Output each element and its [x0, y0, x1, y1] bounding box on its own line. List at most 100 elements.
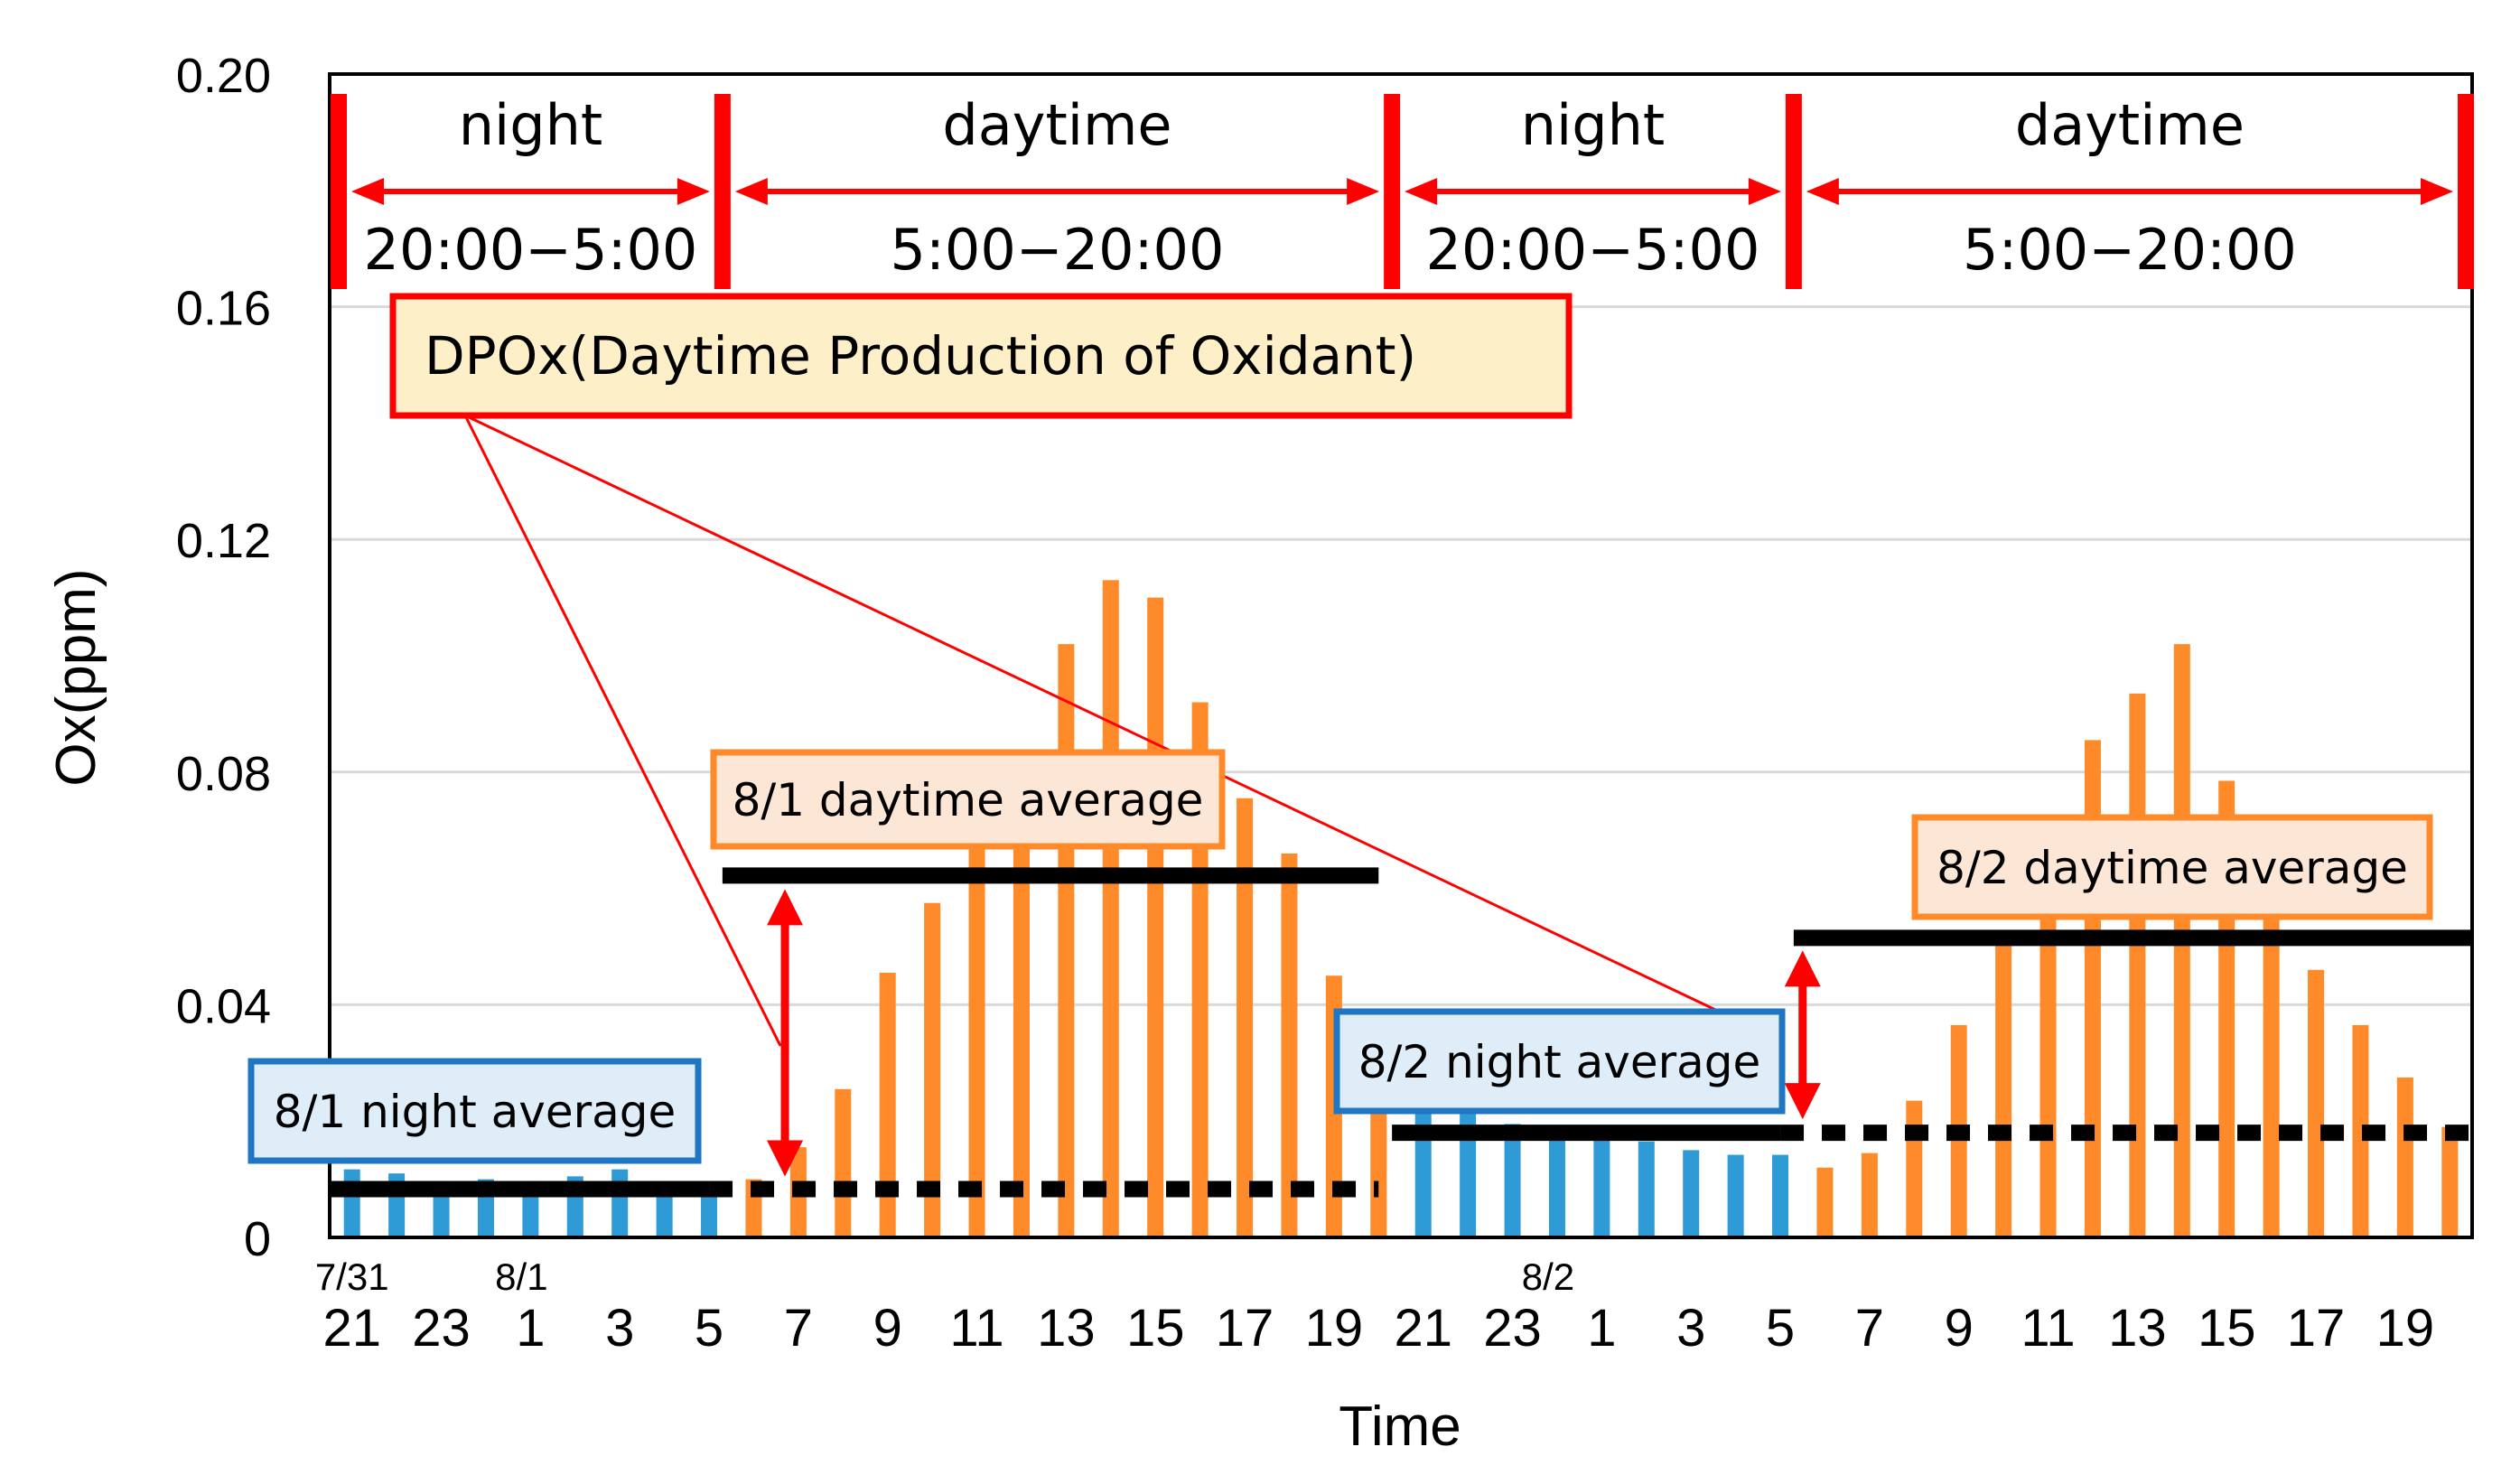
period-arrowhead: [351, 178, 384, 205]
average-label-box: [1911, 814, 2433, 920]
bar-daytime: [1013, 769, 1030, 1237]
date-label: 8/2: [1522, 1255, 1574, 1298]
x-axis-label: Time: [1339, 1395, 1461, 1458]
bar-daytime: [1995, 943, 2012, 1237]
x-tick-label: 17: [1216, 1299, 1274, 1358]
average-label: 8/2 daytime average: [1937, 842, 2408, 894]
period-arrowhead: [734, 178, 768, 205]
bar-daytime: [1058, 644, 1075, 1237]
average-lines: [330, 867, 2472, 1198]
y-tick-label: 0.04: [176, 979, 271, 1033]
dpox-annotation: DPOx(Daytime Production of Oxidant): [389, 293, 1821, 1177]
period-time: 5:00−20:00: [1963, 217, 2297, 283]
x-tick-labels: 21 23 1 3 5 7 9 11 13 15 17 19 21 23 1 3 5 7 9 11 13 15 17 197/…: [315, 1255, 2434, 1358]
period-arrowhead: [1748, 178, 1781, 205]
period-boundary: [331, 94, 347, 289]
bar-night: [343, 1169, 360, 1237]
period-name: night: [1521, 92, 1665, 158]
bar-daytime: [1102, 580, 1119, 1237]
x-tick-label: 19: [1305, 1299, 1364, 1358]
x-tick-label: 21: [1394, 1299, 1452, 1358]
average-label: 8/1 night average: [274, 1086, 677, 1138]
period-boundary: [714, 94, 731, 289]
bar-daytime: [1906, 1100, 1923, 1237]
x-tick-label: 23: [1483, 1299, 1542, 1358]
period-arrowhead: [2421, 178, 2453, 205]
bar-night: [1548, 1127, 1565, 1237]
x-tick-label: 3: [605, 1299, 634, 1358]
bar-daytime: [2308, 969, 2325, 1237]
average-label: 8/1 daytime average: [733, 774, 1204, 826]
bar-night: [1683, 1150, 1700, 1237]
x-tick-label: 9: [1945, 1299, 1974, 1358]
x-tick-label: 5: [1766, 1299, 1795, 1358]
average-label: 8/2 night average: [1358, 1036, 1761, 1088]
x-tick-label: 19: [2376, 1299, 2435, 1358]
dpox-label: DPOx(Daytime Production of Oxidant): [425, 325, 1416, 387]
period-time: 20:00−5:00: [1426, 217, 1760, 283]
x-tick-label: 17: [2287, 1299, 2346, 1358]
period-boundary: [1384, 94, 1401, 289]
period-markers: night 20:00−5:00 daytime 5:00−20:00 night 20:…: [331, 92, 2474, 289]
plot-frame: [328, 72, 2474, 1239]
bar-daytime: [1370, 1092, 1387, 1237]
period-boundary: [2458, 94, 2474, 289]
period-name: daytime: [942, 92, 1171, 158]
x-tick-label: 11: [2021, 1299, 2075, 1358]
bar-daytime: [968, 838, 985, 1237]
bar-night: [1638, 1141, 1655, 1237]
x-tick-label: 5: [695, 1299, 723, 1358]
dpox-box: [389, 293, 1573, 419]
bar-daytime: [2396, 1077, 2413, 1237]
y-axis-label: Ox(ppm): [45, 568, 107, 786]
bar-daytime: [924, 902, 941, 1237]
y-tick-labels: 0 0.04 0.08 0.12 0.16 0.20: [176, 49, 271, 1266]
bar-night: [433, 1186, 450, 1237]
bar-daytime: [2441, 1126, 2459, 1237]
period-boundary: [1785, 94, 1802, 289]
average-label-box: [710, 749, 1226, 850]
x-tick-label: 15: [1126, 1299, 1185, 1358]
period-name: night: [459, 92, 602, 158]
bar-night: [1414, 1103, 1432, 1237]
dpox-arrow: [1784, 950, 1821, 1120]
x-tick-label: 7: [1855, 1299, 1884, 1358]
dpox-pointer-line: [463, 415, 782, 1047]
bar-night: [1727, 1154, 1744, 1237]
bar-daytime: [2129, 693, 2146, 1237]
bar-daytime: [2352, 1024, 2369, 1237]
x-tick-label: 13: [1037, 1299, 1096, 1358]
bar-night: [611, 1169, 629, 1237]
y-tick-label: 0: [244, 1212, 271, 1266]
bar-night: [1504, 1124, 1521, 1237]
x-tick-label: 7: [784, 1299, 813, 1358]
period-time: 20:00−5:00: [364, 217, 698, 283]
x-tick-label: 9: [873, 1299, 902, 1358]
y-tick-label: 0.12: [176, 514, 271, 568]
dpox-pointer-line: [464, 414, 1781, 1042]
x-tick-label: 23: [412, 1299, 471, 1358]
bar-night: [1460, 1114, 1477, 1237]
period-arrowhead: [677, 178, 710, 205]
x-tick-label: 11: [949, 1299, 1003, 1358]
period-arrowhead: [1405, 178, 1438, 205]
bar-daytime: [2263, 905, 2280, 1237]
bar-night: [1593, 1137, 1610, 1237]
date-label: 8/1: [495, 1255, 547, 1298]
y-tick-label: 0.08: [176, 747, 271, 801]
bar-daytime: [1816, 1167, 1834, 1237]
bar-daytime: [835, 1088, 852, 1237]
bar-daytime: [879, 972, 896, 1237]
x-tick-label: 3: [1676, 1299, 1705, 1358]
date-label: 7/31: [315, 1255, 389, 1298]
average-labels: 8/1 night average 8/1 daytime average 8/2 …: [247, 749, 2433, 1164]
bar-night: [701, 1188, 718, 1237]
period-time: 5:00−20:00: [891, 217, 1225, 283]
period-name: daytime: [2015, 92, 2245, 158]
bar-daytime: [1281, 853, 1298, 1237]
bar-daytime: [1237, 798, 1254, 1237]
x-tick-label: 1: [1587, 1299, 1616, 1358]
period-arrowhead: [1347, 178, 1380, 205]
x-tick-label: 21: [322, 1299, 381, 1358]
